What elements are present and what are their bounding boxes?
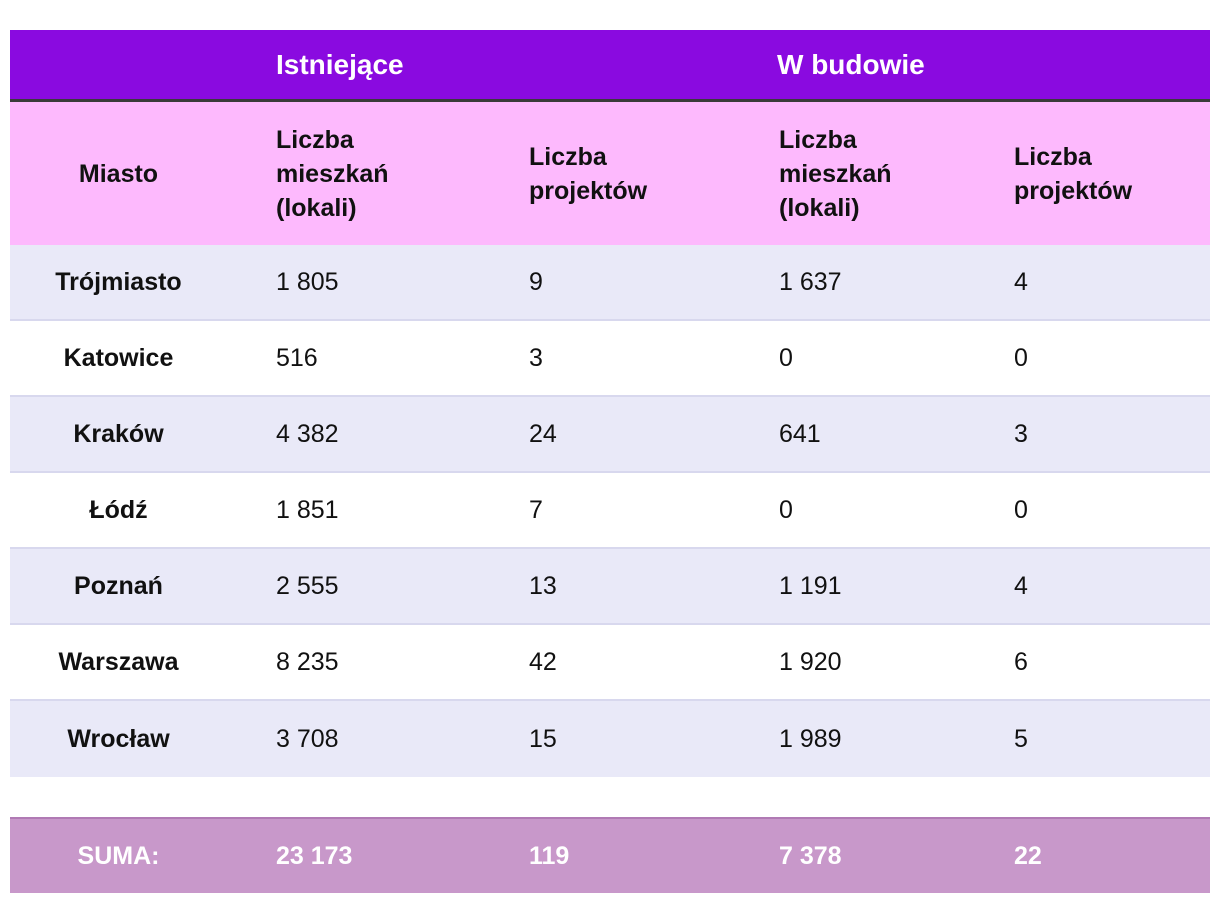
building-units-cell: 0 <box>779 496 793 524</box>
table-row: Warszawa 8 235 42 1 920 6 <box>10 625 1210 701</box>
building-units-cell: 1 920 <box>779 648 842 676</box>
existing-units-cell: 1 805 <box>276 268 339 296</box>
building-projects-cell: 0 <box>1014 496 1028 524</box>
city-cell: Łódź <box>89 496 148 524</box>
building-units-cell: 0 <box>779 344 793 372</box>
column-header-building-projects: Liczba projektów <box>1014 142 1133 205</box>
table-row: Poznań 2 555 13 1 191 4 <box>10 549 1210 625</box>
existing-projects-cell: 9 <box>529 268 543 296</box>
column-header-building-units: Liczba mieszkań (lokali) <box>779 125 892 222</box>
table-row: Wrocław 3 708 15 1 989 5 <box>10 701 1210 777</box>
existing-projects-cell: 3 <box>529 344 543 372</box>
existing-projects-cell: 15 <box>529 725 557 753</box>
total-row: SUMA: 23 173 119 7 378 22 <box>10 817 1210 893</box>
table-body: Trójmiasto 1 805 9 1 637 4 Katowice 516 … <box>10 245 1210 777</box>
building-units-cell: 641 <box>779 420 821 448</box>
building-projects-cell: 4 <box>1014 572 1028 600</box>
table-row: Łódź 1 851 7 0 0 <box>10 473 1210 549</box>
building-units-cell: 1 637 <box>779 268 842 296</box>
housing-table: Istniejące W budowie Miasto Liczba miesz… <box>10 30 1210 893</box>
building-projects-cell: 4 <box>1014 268 1028 296</box>
building-projects-cell: 6 <box>1014 648 1028 676</box>
group-header-row: Istniejące W budowie <box>10 30 1210 102</box>
column-header-city: Miasto <box>78 159 159 188</box>
table-row: Kraków 4 382 24 641 3 <box>10 397 1210 473</box>
group-header-empty <box>10 30 227 99</box>
existing-units-cell: 8 235 <box>276 648 339 676</box>
existing-units-cell: 516 <box>276 344 318 372</box>
total-existing-units: 23 173 <box>276 842 353 870</box>
building-projects-cell: 0 <box>1014 344 1028 372</box>
column-header-existing-projects: Liczba projektów <box>529 142 648 205</box>
column-header-existing-units: Liczba mieszkań (lokali) <box>276 125 389 222</box>
existing-units-cell: 3 708 <box>276 725 339 753</box>
total-building-projects: 22 <box>1014 842 1042 870</box>
city-cell: Kraków <box>73 420 164 448</box>
group-header-under-construction: W budowie <box>777 48 925 80</box>
city-cell: Katowice <box>63 344 174 372</box>
existing-projects-cell: 7 <box>529 496 543 524</box>
group-header-existing: Istniejące <box>276 48 404 80</box>
city-cell: Poznań <box>74 572 163 600</box>
city-cell: Warszawa <box>58 648 179 676</box>
total-existing-projects: 119 <box>529 842 570 870</box>
building-units-cell: 1 191 <box>779 572 842 600</box>
table-row: Trójmiasto 1 805 9 1 637 4 <box>10 245 1210 321</box>
table-row: Katowice 516 3 0 0 <box>10 321 1210 397</box>
existing-units-cell: 2 555 <box>276 572 339 600</box>
building-projects-cell: 5 <box>1014 725 1028 753</box>
column-header-row: Miasto Liczba mieszkań (lokali) Liczba p… <box>10 102 1210 245</box>
city-cell: Trójmiasto <box>55 268 182 296</box>
building-units-cell: 1 989 <box>779 725 842 753</box>
existing-projects-cell: 42 <box>529 648 557 676</box>
existing-projects-cell: 13 <box>529 572 557 600</box>
total-label: SUMA: <box>77 842 160 870</box>
existing-projects-cell: 24 <box>529 420 557 448</box>
table-spacer <box>10 777 1210 817</box>
building-projects-cell: 3 <box>1014 420 1028 448</box>
existing-units-cell: 4 382 <box>276 420 339 448</box>
city-cell: Wrocław <box>67 725 170 753</box>
existing-units-cell: 1 851 <box>276 496 339 524</box>
total-building-units: 7 378 <box>779 842 842 870</box>
